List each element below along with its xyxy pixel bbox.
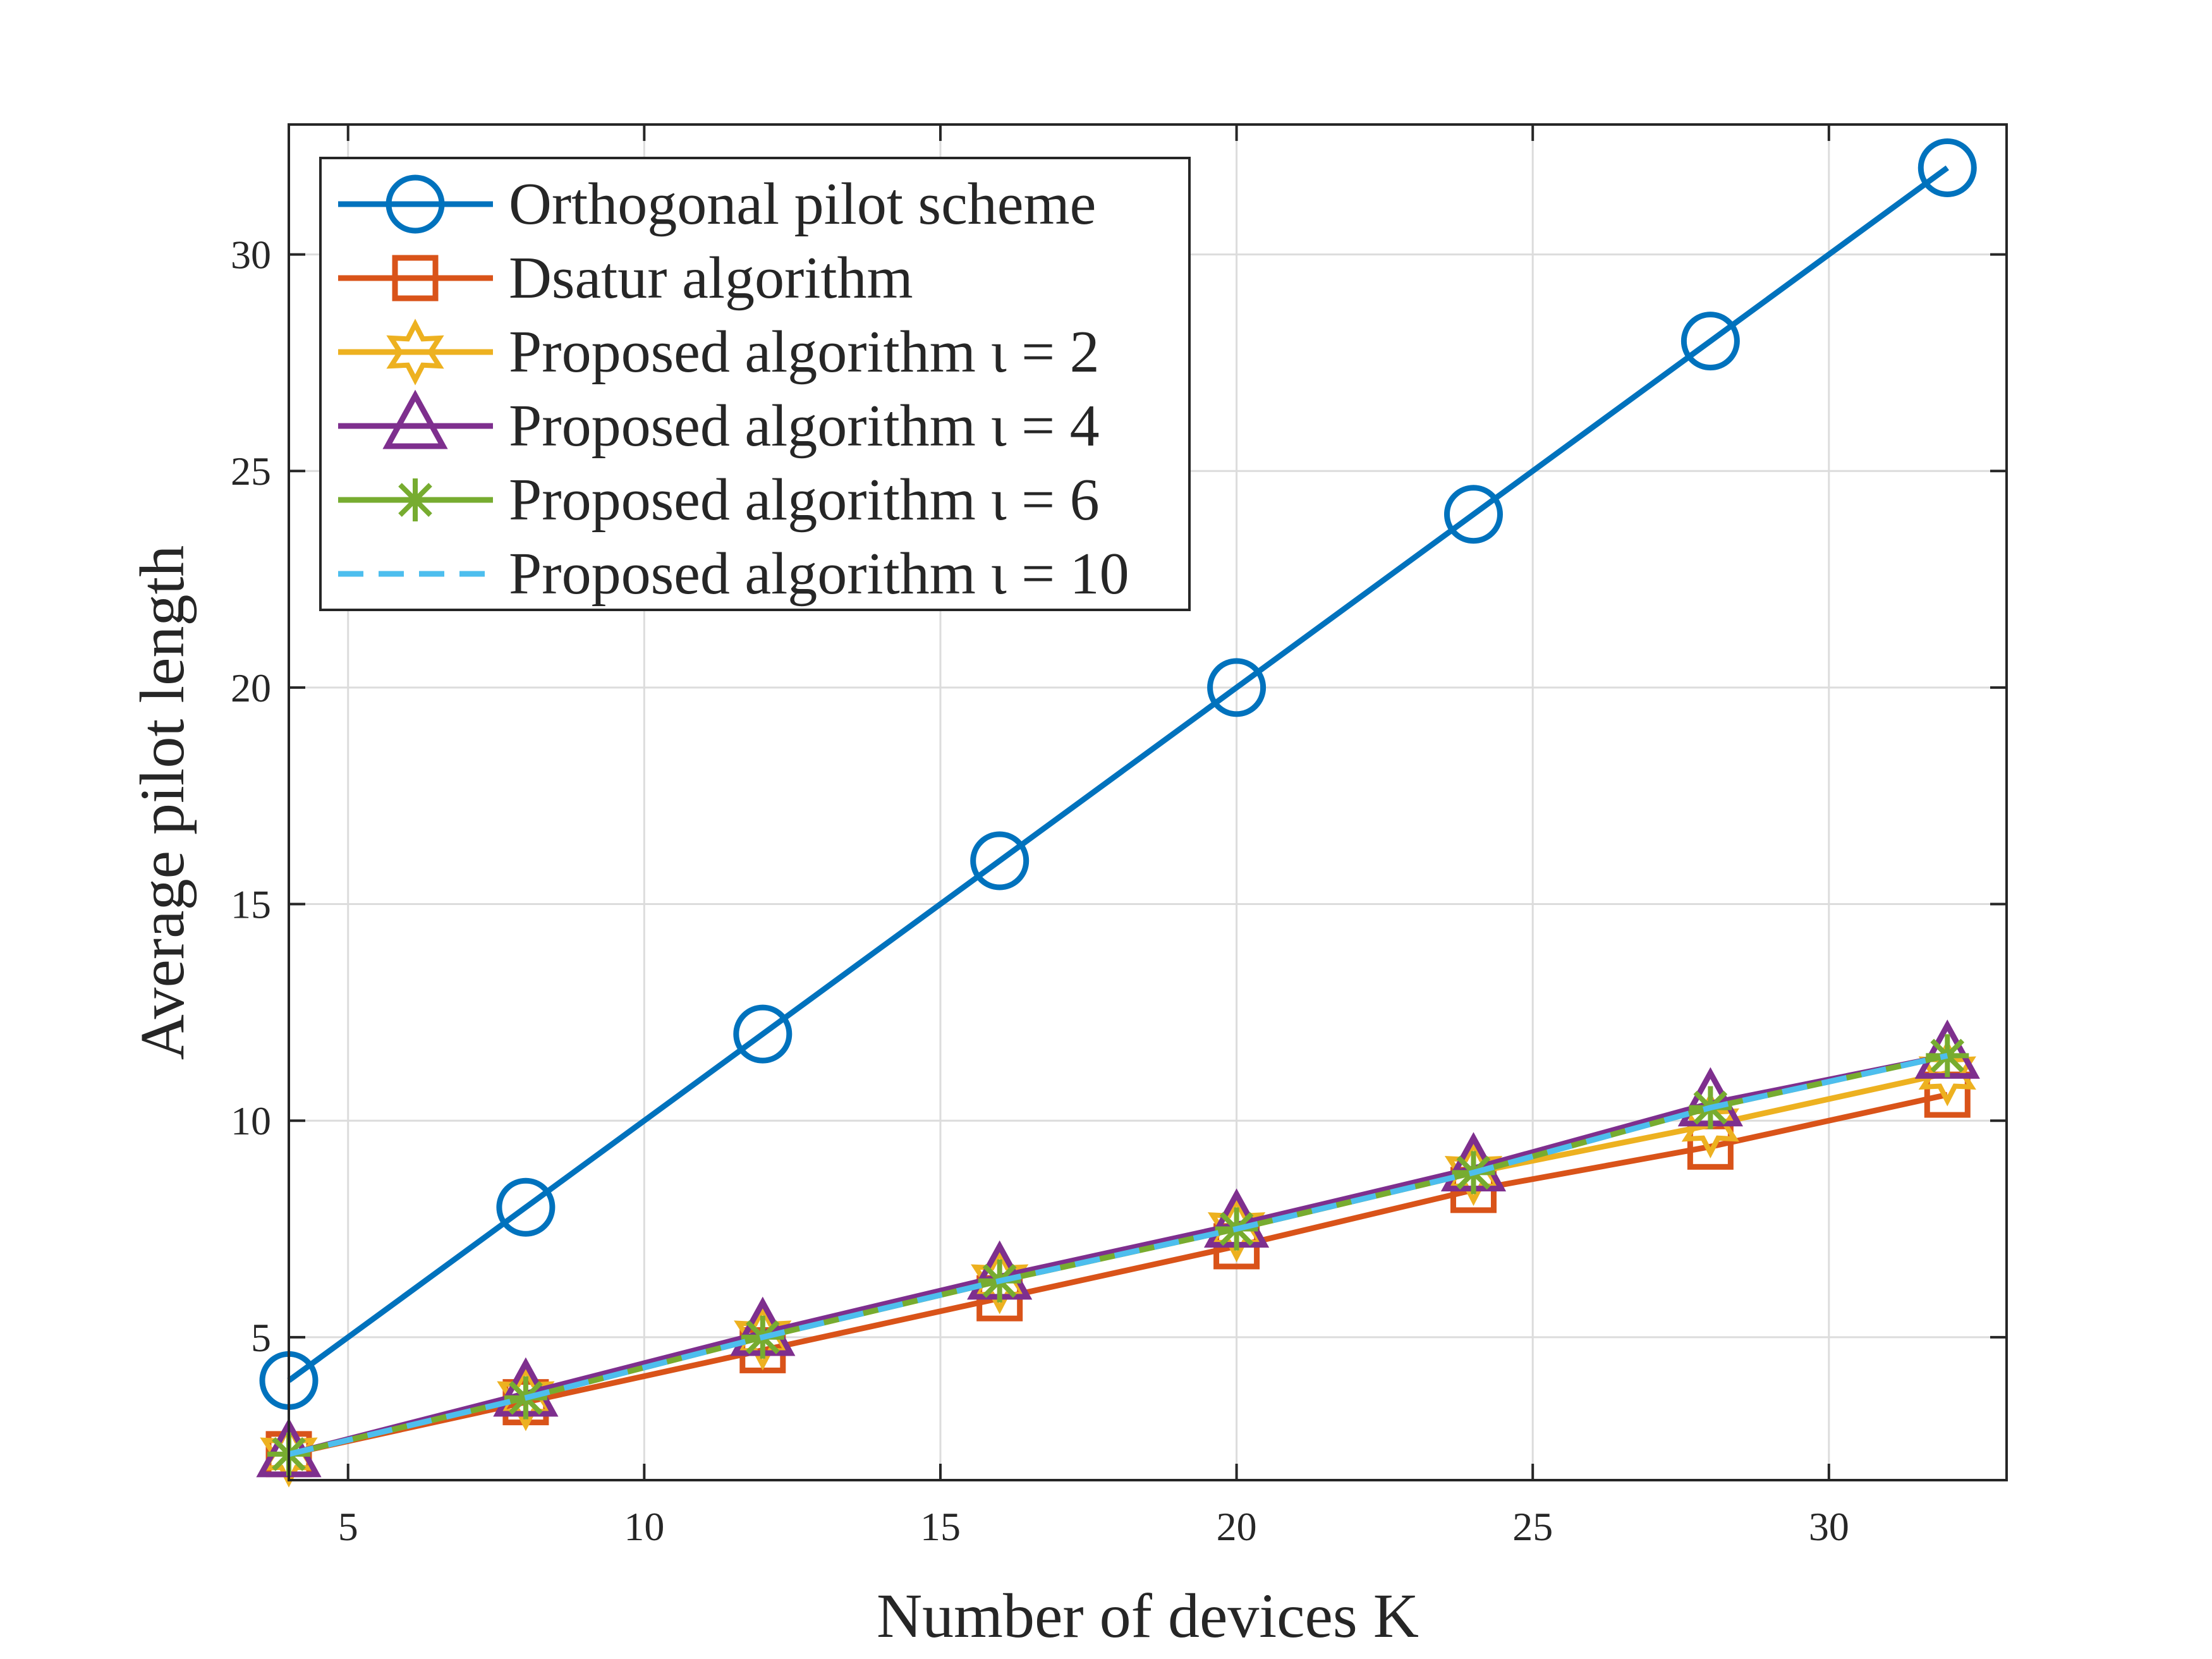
legend-label: Proposed algorithm ι = 4 [509, 393, 1100, 459]
legend-entry-2: Proposed algorithm ι = 2 [338, 319, 1100, 386]
y-axis-title: Average pilot length [127, 545, 197, 1060]
series-line [288, 1052, 1948, 1457]
legend-marker [394, 478, 437, 521]
series-line [288, 1053, 1948, 1457]
series-line [288, 1091, 1948, 1457]
y-tick-label: 5 [251, 1315, 271, 1360]
ticks [289, 125, 2007, 1480]
series-group [256, 138, 1980, 1488]
data-point [734, 1304, 792, 1371]
legend-label: Proposed algorithm ι = 10 [509, 541, 1129, 607]
x-tick-label: 15 [920, 1504, 961, 1549]
x-tick-label: 30 [1809, 1504, 1849, 1549]
y-tick-label: 15 [231, 882, 271, 927]
legend-marker [386, 174, 445, 234]
data-point [1207, 658, 1267, 717]
data-point [1207, 1195, 1266, 1263]
data-point [971, 1248, 1029, 1315]
legend-label: Dsatur algorithm [509, 245, 913, 311]
legend-entry-0: Orthogonal pilot scheme [338, 171, 1096, 237]
y-tick-label: 30 [231, 233, 271, 277]
axes-box [288, 123, 2008, 1481]
legend-marker [382, 389, 448, 449]
legend-entry-5: Proposed algorithm ι = 10 [338, 541, 1129, 607]
legend-entry-3: Proposed algorithm ι = 4 [338, 389, 1100, 459]
legend-marker [386, 319, 444, 386]
legend-box [319, 157, 1191, 611]
series-5 [288, 1053, 1948, 1457]
data-point [1917, 138, 1977, 198]
x-tick-label: 5 [338, 1504, 358, 1549]
data-point [497, 1364, 555, 1431]
y-tick-label: 20 [231, 665, 271, 710]
legend-label: Proposed algorithm ι = 6 [509, 467, 1100, 533]
legend-label: Orthogonal pilot scheme [509, 171, 1096, 237]
y-tick-label: 25 [231, 449, 271, 494]
data-point [733, 1004, 793, 1064]
data-point [260, 1421, 318, 1488]
tick-labels: 5 10 15 20 25 30 5 10 15 20 25 30 [231, 233, 1849, 1549]
x-tick-label: 25 [1512, 1504, 1553, 1549]
legend: Orthogonal pilot scheme Dsatur algorithm P… [319, 157, 1191, 611]
x-tick-label: 10 [624, 1504, 664, 1549]
legend-entry-4: Proposed algorithm ι = 6 [338, 467, 1100, 533]
legend-marker [392, 255, 439, 301]
data-point [1443, 485, 1503, 544]
data-point [1444, 1139, 1503, 1206]
legend-entry-1: Dsatur algorithm [338, 245, 913, 311]
data-point [970, 831, 1030, 890]
series-line [287, 165, 1949, 1383]
x-tick-label: 20 [1217, 1504, 1257, 1549]
legend-label: Proposed algorithm ι = 2 [509, 319, 1100, 385]
data-point [1680, 312, 1740, 371]
y-tick-label: 10 [231, 1098, 271, 1143]
data-point [496, 1177, 556, 1237]
x-axis-title: Number of devices K [877, 1581, 1419, 1651]
